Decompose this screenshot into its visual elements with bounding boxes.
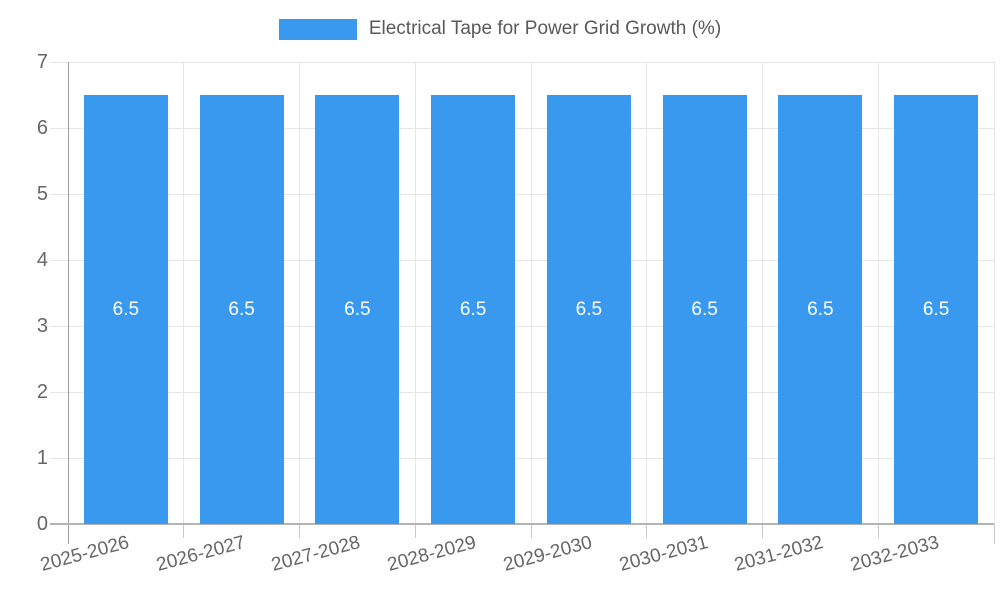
bar [662,95,747,524]
legend-label: Electrical Tape for Power Grid Growth (%… [368,18,722,39]
bar-value-label: 6.5 [459,298,487,320]
bar-value-label: 6.5 [228,298,255,320]
x-tick-mark [762,524,763,538]
bar-value-label: 6.5 [575,298,603,320]
bar [315,95,400,524]
x-axis-line [50,523,994,525]
bar-value-label: 6.5 [691,298,718,320]
bar [199,95,284,524]
x-tick-mark [646,524,648,538]
y-tick-label: 7 [36,51,48,73]
gridline-v [877,62,879,524]
plot-area: 6.5 6.5 6.5 6.5 6.5 6.5 6.5 6.5 [50,61,995,544]
gridline-h [50,193,994,195]
gridline-h [50,61,994,63]
y-tick-label: 0 [36,513,48,535]
x-tick-mark [414,524,416,538]
x-tick-mark [299,524,300,538]
y-axis-line [67,62,69,544]
gridline-v [414,62,416,524]
gridline-v [646,62,648,524]
x-tick-mark [877,524,879,538]
gridline-h [50,259,994,261]
bar-value-label: 6.5 [922,298,950,320]
bar-value-label: 6.5 [807,298,834,320]
gridline-v [530,62,532,524]
y-tick-label: 2 [36,381,48,403]
gridline-h [50,391,994,393]
y-tick-label: 4 [36,249,48,271]
bar-value-label: 6.5 [344,298,371,320]
y-tick-label: 3 [36,315,48,337]
gridline-v [993,62,995,524]
bar [83,95,168,524]
gridline-v [299,62,300,524]
bar [431,95,516,524]
gridline-h [50,325,994,327]
bar-value-label: 6.5 [112,298,140,320]
gridline-v [183,62,185,524]
bar [894,95,979,524]
gridline-h [50,457,994,459]
y-tick-label: 6 [36,117,48,139]
chart-legend: Electrical Tape for Power Grid Growth (%… [0,18,1000,40]
bar [546,95,631,524]
x-tick-mark [530,524,532,538]
bar [778,95,863,524]
legend-item[interactable]: Electrical Tape for Power Grid Growth (%… [278,18,722,40]
x-tick-mark [993,524,995,544]
x-tick-mark [183,524,185,538]
gridline-h [50,127,994,129]
legend-swatch-icon [278,18,357,40]
gridline-v [762,62,763,524]
y-tick-label: 5 [36,183,48,205]
y-tick-label: 1 [36,447,48,469]
